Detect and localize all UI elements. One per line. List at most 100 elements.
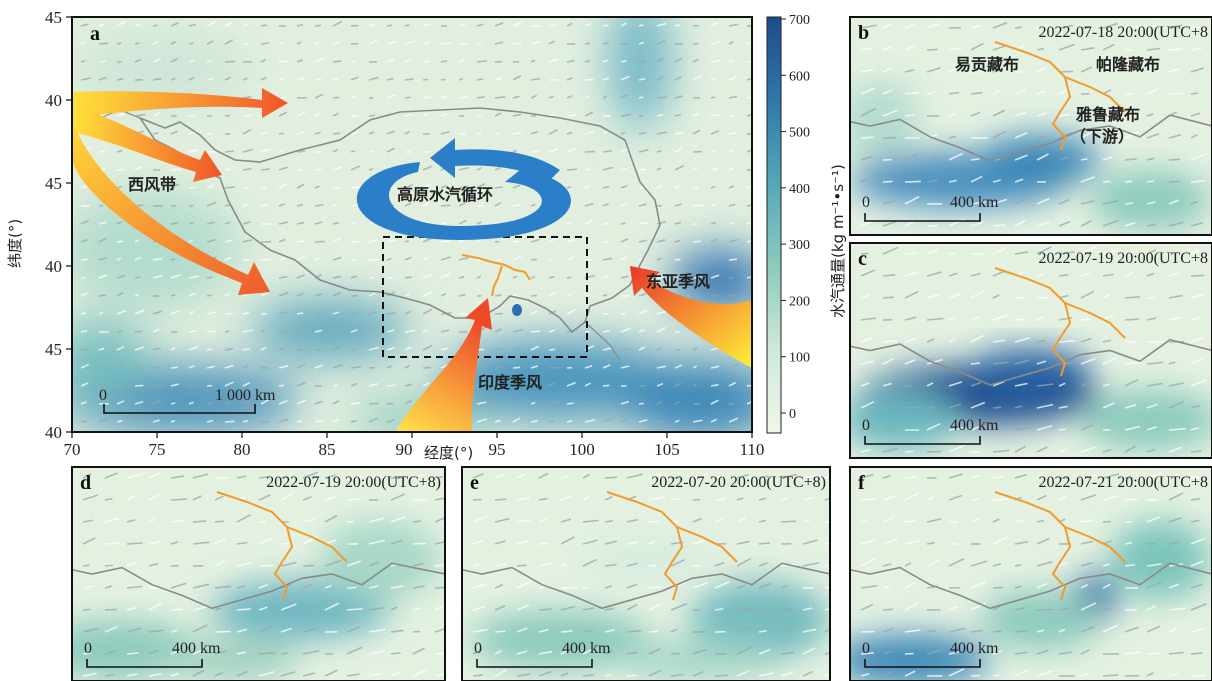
wind-vector <box>992 650 1003 655</box>
wind-vector <box>98 257 107 261</box>
wind-vector <box>494 132 500 135</box>
wind-vector <box>802 607 813 611</box>
wind-vector <box>548 40 556 45</box>
wind-vector <box>538 542 549 545</box>
wind-vector <box>860 337 872 343</box>
wind-vector <box>170 498 188 501</box>
wind-vector <box>188 186 197 189</box>
scale-label: 400 km <box>950 417 999 434</box>
wind-vector <box>148 673 162 677</box>
wind-vector <box>656 22 667 27</box>
wind-vector <box>386 77 394 81</box>
wind-vector <box>214 520 224 523</box>
wind-vector <box>152 399 162 405</box>
wind-vector <box>126 473 144 479</box>
wind-vector <box>80 330 88 333</box>
wind-vector <box>548 129 558 135</box>
wind-vector <box>780 473 798 479</box>
wind-vector <box>602 384 610 387</box>
scale-zero: 0 <box>862 640 870 657</box>
wind-vector <box>1190 652 1203 655</box>
wind-vector <box>1036 425 1053 431</box>
wind-vector <box>904 45 915 51</box>
wind-vector <box>1080 446 1097 453</box>
plateau-border <box>137 107 661 334</box>
wind-vector <box>1146 426 1157 431</box>
wind-vector <box>638 149 649 153</box>
wind-vector <box>584 168 591 171</box>
wind-vector <box>1168 541 1180 545</box>
wind-vector <box>188 130 199 135</box>
wind-vector <box>134 417 145 423</box>
wind-vector <box>302 627 319 633</box>
scale-zero: 0 <box>862 194 870 211</box>
wind-vector <box>1146 581 1162 589</box>
wind-vector <box>332 384 338 387</box>
wind-vector <box>82 494 99 501</box>
wind-vector <box>368 402 379 405</box>
wind-vector <box>584 258 592 261</box>
wind-vector <box>494 669 508 677</box>
wind-vector <box>882 23 892 29</box>
wind-vector <box>404 399 413 405</box>
wind-vector <box>350 95 357 99</box>
wind-vector <box>104 626 118 633</box>
wind-vector <box>302 650 320 655</box>
wind-vector <box>346 625 361 633</box>
wind-vector <box>476 59 487 63</box>
wind-vector <box>302 518 315 523</box>
wind-vector <box>296 23 304 27</box>
wind-vector <box>758 562 768 567</box>
wind-vector <box>1190 112 1201 117</box>
wind-vector <box>1190 200 1199 205</box>
scale-zero: 0 <box>862 417 870 434</box>
wind-vector <box>236 651 247 655</box>
wind-vector <box>674 131 685 135</box>
wind-vector <box>236 541 248 545</box>
river-tributary <box>1051 526 1072 601</box>
cycle-arrow-icon <box>356 138 571 240</box>
wind-vector <box>350 258 357 261</box>
wind-vector <box>512 42 523 45</box>
wind-vector <box>422 22 432 27</box>
wind-vector <box>620 60 627 63</box>
wind-vector <box>584 202 594 207</box>
wind-vector <box>710 149 717 153</box>
colorbar-tick-label: 200 <box>789 294 810 309</box>
wind-vector <box>224 364 234 369</box>
wind-vector <box>494 328 502 333</box>
wind-vector <box>1146 113 1154 117</box>
wind-vector <box>206 276 213 279</box>
wind-vector <box>404 364 410 369</box>
wind-vector <box>512 384 523 387</box>
wind-vector <box>548 24 558 27</box>
wind-vector <box>278 183 288 189</box>
wind-vector <box>152 185 162 189</box>
wind-vector <box>992 605 1001 611</box>
wind-vector <box>882 66 893 73</box>
wind-vector <box>1058 361 1075 365</box>
wind-vector <box>1058 340 1075 343</box>
wind-vector <box>860 155 872 161</box>
wind-vector <box>224 330 230 333</box>
wind-vector <box>626 518 639 523</box>
wind-vector <box>824 585 830 589</box>
y-tick-label: 40 <box>45 257 62 276</box>
panel-d-field <box>72 467 445 681</box>
wind-vector <box>1036 339 1046 343</box>
wind-vector <box>948 605 958 611</box>
wind-vector <box>278 399 288 405</box>
wind-vector <box>206 365 215 369</box>
wind-vector <box>1036 670 1053 677</box>
wind-vector <box>548 291 557 297</box>
y-tick-label: 45 <box>45 174 62 193</box>
wind-vector <box>560 562 568 567</box>
wind-vector <box>1080 290 1095 299</box>
wind-vector <box>1190 560 1204 567</box>
wind-vector <box>548 329 556 333</box>
wind-vector <box>1036 360 1047 365</box>
wind-vector <box>332 77 339 81</box>
wind-vector <box>242 399 252 405</box>
wind-vector <box>440 113 448 117</box>
wind-vector <box>992 562 1002 567</box>
